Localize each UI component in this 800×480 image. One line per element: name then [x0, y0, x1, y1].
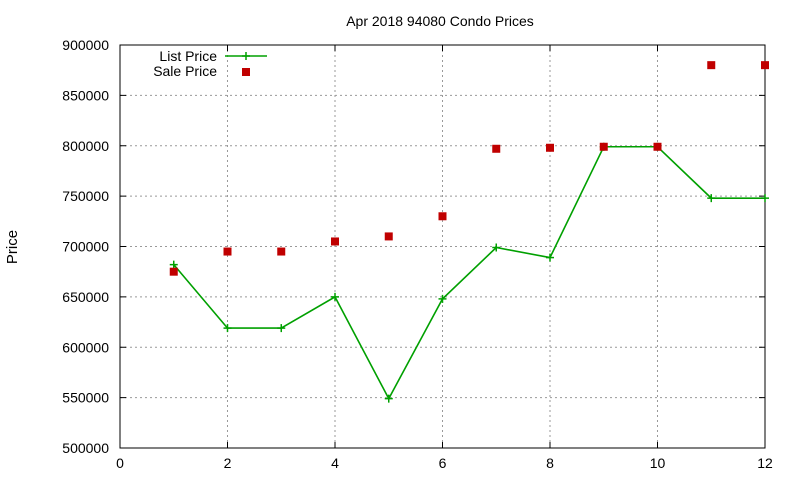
sale-price-point — [492, 144, 501, 153]
sale-price-point — [384, 232, 393, 241]
list-price-point — [223, 324, 232, 333]
sale-price-point — [761, 61, 769, 70]
sale-price-point — [277, 247, 286, 256]
x-tick-label: 12 — [757, 455, 773, 471]
y-tick-label: 850000 — [62, 87, 109, 103]
sale-price-point — [599, 142, 608, 151]
sale-price-point — [653, 142, 662, 151]
sale-price-point — [223, 247, 232, 256]
sale-price-point — [438, 212, 447, 221]
list-price-point — [492, 243, 501, 252]
list-price-point — [169, 260, 178, 269]
x-tick-label: 2 — [224, 455, 232, 471]
x-tick-label: 6 — [439, 455, 447, 471]
sale-price-point — [331, 237, 339, 246]
sale-price-point — [707, 61, 716, 70]
legend-swatch-sale-price — [242, 68, 250, 76]
series-layer — [169, 61, 769, 403]
legend-swatches — [225, 52, 267, 76]
list-price-point — [761, 194, 769, 203]
x-tick-label: 4 — [331, 455, 339, 471]
legend-label-list-price: List Price — [159, 48, 217, 64]
legend: List Price Sale Price — [153, 48, 267, 79]
list-price-point — [546, 253, 554, 262]
y-tick-label: 750000 — [62, 188, 109, 204]
y-tick-label: 800000 — [62, 138, 109, 154]
y-tick-label: 900000 — [62, 37, 109, 53]
sale-price-point — [169, 267, 178, 276]
x-tick-label: 8 — [546, 455, 554, 471]
list-price-line — [173, 145, 765, 401]
list-price-point — [331, 292, 339, 301]
y-tick-label: 650000 — [62, 289, 109, 305]
y-tick-label: 700000 — [62, 239, 109, 255]
y-tick-label: 500000 — [62, 440, 109, 456]
y-tick-label: 550000 — [62, 390, 109, 406]
x-tick-label: 10 — [650, 455, 666, 471]
chart-title: Apr 2018 94080 Condo Prices — [346, 13, 534, 29]
list-price-point — [277, 324, 286, 333]
y-tick-label: 600000 — [62, 339, 109, 355]
grid-lines — [120, 45, 765, 448]
list-price-point — [438, 294, 447, 303]
legend-label-sale-price: Sale Price — [153, 63, 217, 79]
sale-price-point — [546, 143, 554, 152]
x-tick-label: 0 — [116, 455, 124, 471]
list-price-point — [707, 194, 716, 203]
list-price-point — [384, 394, 393, 403]
axis-ticks: 0 2 4 6 8 10 12 500000 550000 600000 650000 700000 7… — [62, 37, 773, 471]
y-axis-title: Price — [4, 230, 21, 264]
legend-swatch-list-price-marker — [242, 52, 250, 60]
